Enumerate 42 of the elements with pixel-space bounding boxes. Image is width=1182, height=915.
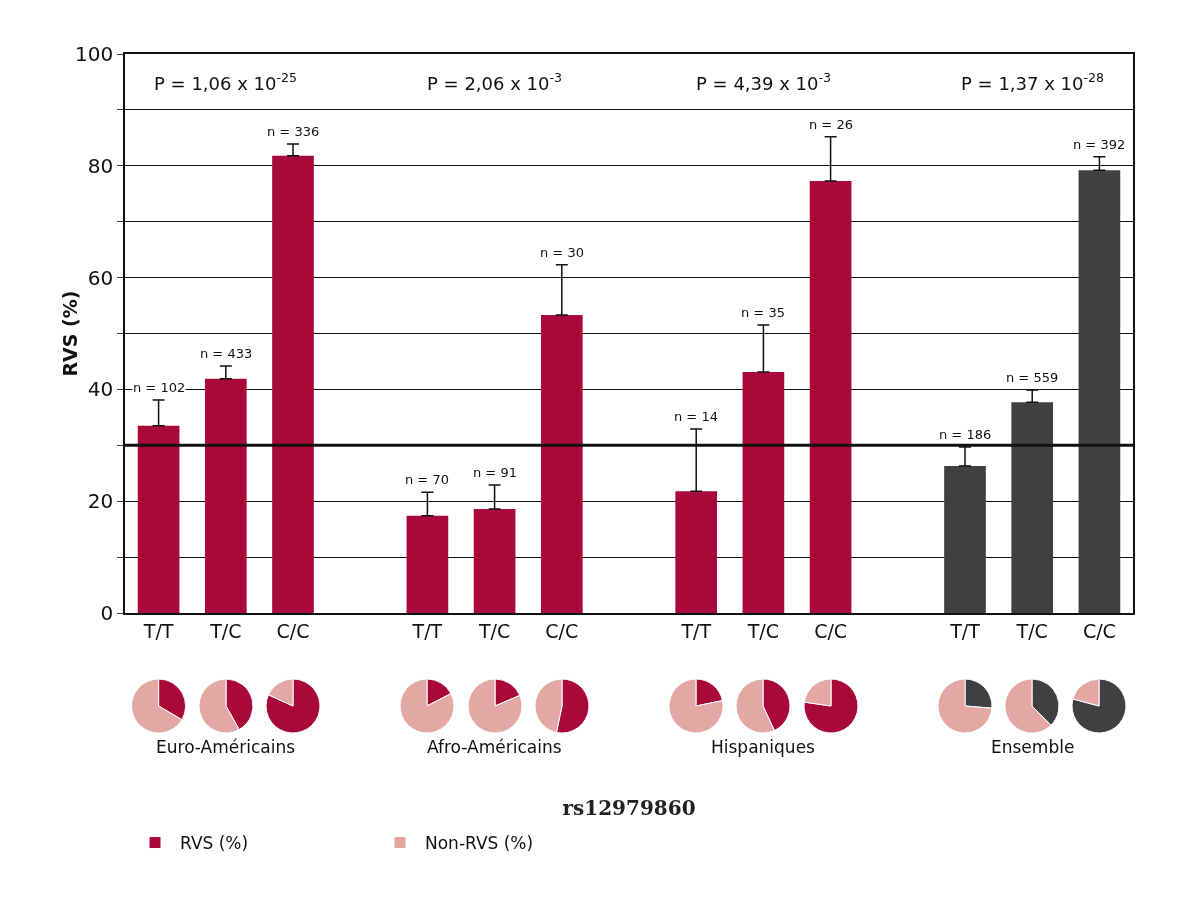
- x-tick-label: C/C: [814, 619, 848, 642]
- text: Afro-Américains: [427, 737, 562, 757]
- x-tick-label: T/C: [1015, 619, 1048, 642]
- y-tick-label: 100: [75, 42, 114, 66]
- x-tick-label: C/C: [276, 619, 310, 642]
- text: Hispaniques: [711, 737, 816, 757]
- annotation: n = 433: [200, 346, 253, 361]
- annotation: n = 30: [540, 245, 584, 260]
- annotation: n = 186: [939, 427, 992, 442]
- x-tick-label: T/T: [142, 619, 174, 642]
- legend-label: Non-RVS (%): [425, 833, 534, 854]
- y-tick-label: 60: [87, 265, 114, 290]
- y-tick-label: 80: [87, 153, 114, 178]
- annotation: n = 91: [473, 465, 517, 480]
- annotation: P = 4,39 x 10$^{-3}$: [696, 70, 832, 94]
- x-tick-label: T/C: [209, 619, 242, 642]
- annotation: n = 70: [405, 472, 449, 487]
- annotation: n = 14: [674, 409, 718, 424]
- annotation: P = 2,06 x 10$^{-3}$: [427, 70, 563, 94]
- x-tick-label: T/C: [477, 619, 511, 642]
- text: Ensemble: [991, 737, 1075, 757]
- x-tick-label: T/C: [746, 619, 780, 642]
- x-tick-label: C/C: [1082, 619, 1116, 642]
- x-tick-label: T/T: [411, 619, 443, 642]
- x-tick-label: T/T: [680, 619, 712, 642]
- y-axis-title: RVS (%): [58, 290, 81, 377]
- y-tick-label: 20: [87, 489, 114, 514]
- text: Euro-Américains: [156, 737, 296, 757]
- x-tick-label: C/C: [545, 619, 579, 642]
- annotation: P = 1,37 x 10$^{-28}$: [961, 70, 1105, 94]
- annotation: n = 26: [809, 117, 853, 132]
- annotation: n = 336: [267, 124, 320, 139]
- annotation: n = 392: [1073, 137, 1126, 152]
- annotation: n = 102: [133, 380, 186, 395]
- annotation: P = 1,06 x 10$^{-25}$: [154, 70, 298, 94]
- annotation: n = 559: [1006, 370, 1059, 385]
- y-tick-label: 0: [100, 601, 114, 625]
- annotation: n = 35: [741, 305, 785, 320]
- x-axis-title: rs12979860: [562, 795, 696, 820]
- x-tick-label: T/T: [949, 619, 981, 642]
- y-tick-label: 40: [87, 377, 114, 402]
- legend-label: RVS (%): [180, 833, 249, 854]
